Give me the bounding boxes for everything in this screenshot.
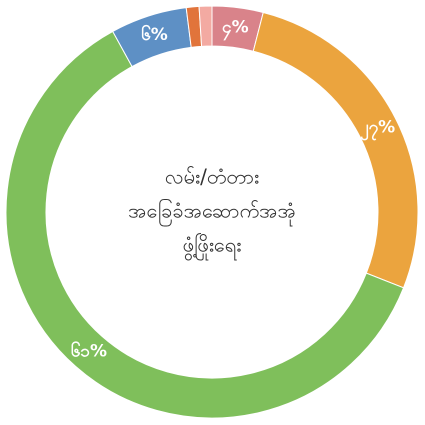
- data-label: ၂၇%: [360, 118, 395, 142]
- data-label: ၆%: [141, 23, 168, 45]
- data-label: ၄%: [222, 17, 249, 41]
- data-label: ၆၁%: [71, 340, 107, 362]
- donut-segment: [198, 5, 213, 47]
- chart-title: ဖွံ့ဖြိုးရေး: [183, 233, 242, 261]
- donut-segment: [252, 11, 419, 289]
- chart-title: အခြေခံအဆောက်အအုံ: [128, 199, 296, 227]
- chart-title: လမ်း/တံတား: [165, 165, 259, 189]
- donut-segment: [5, 30, 405, 419]
